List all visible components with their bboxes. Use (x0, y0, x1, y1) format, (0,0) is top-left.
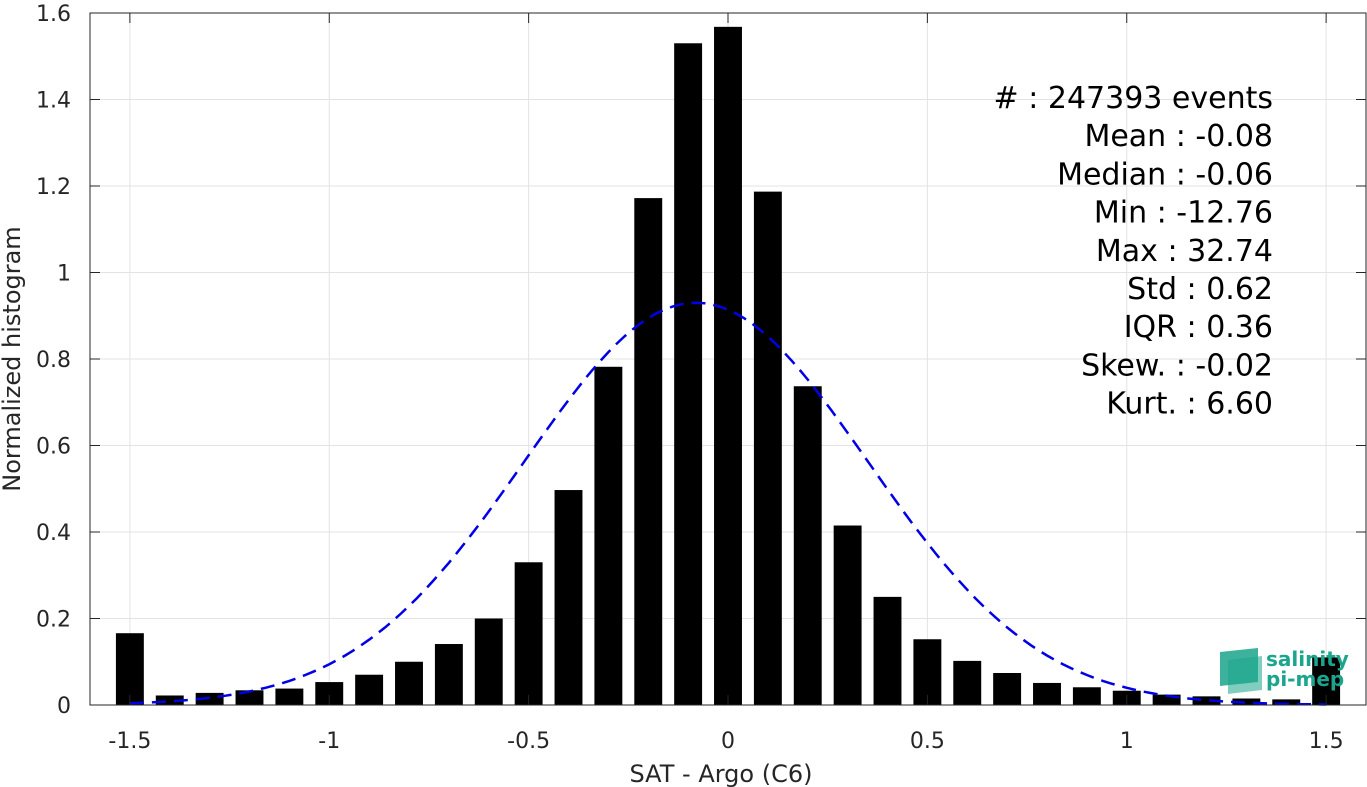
histogram-bar (115, 633, 144, 705)
gaussian-fit-curve (129, 301, 1327, 706)
stats-line: Min : -12.76 (1094, 196, 1273, 231)
x-tick-label: -1 (318, 729, 340, 754)
y-tick-label: 0 (57, 694, 71, 719)
y-tick-label: 1.4 (36, 89, 71, 114)
histogram-bar (315, 682, 344, 705)
x-tick-label: 0.5 (910, 729, 945, 754)
stats-line: Max : 32.74 (1096, 234, 1273, 269)
y-tick-label: 1.2 (36, 175, 71, 200)
y-axis-label: Normalized histogram (0, 226, 26, 491)
histogram-bar (1272, 699, 1301, 705)
y-tick-label: 0.4 (36, 521, 71, 546)
histogram-bar (674, 43, 703, 705)
stats-line: # : 247393 events (994, 81, 1273, 116)
y-tick-label: 1 (57, 262, 71, 287)
x-tick-label: -0.5 (507, 729, 550, 754)
histogram-bar (355, 674, 384, 705)
x-tick-label: 0 (721, 729, 735, 754)
y-axis-ticks: 0 0.2 0.4 0.6 0.8 1 1.2 1.4 1.6 (36, 2, 1366, 719)
histogram-bar (833, 525, 862, 705)
x-axis-label: SAT - Argo (C6) (630, 760, 813, 787)
stats-line: Kurt. : 6.60 (1106, 387, 1273, 422)
histogram-bar (514, 562, 543, 705)
stats-line: Std : 0.62 (1127, 272, 1273, 307)
histogram-bar (155, 695, 184, 705)
y-tick-label: 0.6 (36, 435, 71, 460)
histogram-bar (913, 639, 942, 705)
stats-line: IQR : 0.36 (1124, 310, 1273, 345)
logo-text-pimep: pi-mep (1266, 667, 1344, 691)
y-tick-label: 0.2 (36, 608, 71, 633)
histogram-bar (714, 26, 742, 705)
histogram-bar (554, 490, 583, 705)
logo-text-salinity: salinity (1266, 647, 1349, 671)
histogram-bar (634, 198, 663, 706)
histogram-bar (275, 688, 304, 705)
histogram-bar (1072, 687, 1101, 705)
stats-line: Skew. : -0.02 (1081, 348, 1273, 383)
x-tick-label: -1.5 (108, 729, 151, 754)
histogram-bar (793, 386, 822, 705)
x-tick-label: 1.5 (1309, 729, 1344, 754)
histogram-bar (594, 366, 623, 705)
stats-line: Median : -0.06 (1057, 157, 1273, 192)
salinity-pimep-logo: salinity pi-mep (1220, 647, 1349, 694)
x-tick-label: 1 (1120, 729, 1134, 754)
histogram-bar (474, 618, 503, 705)
histogram-bar (1192, 696, 1221, 705)
histogram-bar (873, 596, 902, 705)
logo-mark-shadow (1228, 656, 1262, 694)
histogram-bar (1232, 698, 1261, 705)
histogram-bar (753, 191, 782, 705)
histogram-bar (953, 660, 982, 705)
y-tick-label: 0.8 (36, 348, 71, 373)
histogram-bar (1033, 682, 1061, 705)
histogram-bar (993, 672, 1022, 705)
stats-line: Mean : -0.08 (1084, 119, 1273, 154)
histogram-bar (1152, 694, 1181, 705)
y-tick-label: 1.6 (36, 2, 71, 27)
x-axis-ticks: -1.5 -1 -0.5 0 0.5 1 1.5 (108, 13, 1344, 754)
histogram-bar (434, 644, 463, 705)
histogram-bar (395, 661, 423, 705)
bars (115, 26, 1341, 706)
